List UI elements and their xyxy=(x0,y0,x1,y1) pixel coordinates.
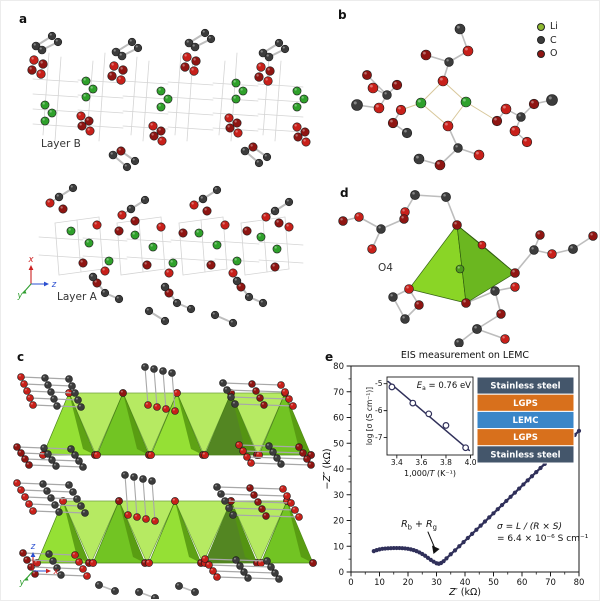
atom-comb xyxy=(213,483,303,521)
legend-label-o: O xyxy=(550,48,558,59)
panel-label-b: b xyxy=(338,8,347,22)
inset-x-axis-label: 1,000/T (K⁻¹) xyxy=(404,469,456,478)
eis-y-axis-label: −Z″ (kΩ) xyxy=(322,448,333,489)
legend-item-c: C xyxy=(537,34,558,46)
atom-fence xyxy=(141,363,179,415)
atom-comb xyxy=(201,555,283,583)
panel-label-c: c xyxy=(17,350,25,364)
inset-y-tick: -5 xyxy=(375,379,383,388)
x-tick-label: 40 xyxy=(460,578,471,588)
layer-b-label: Layer B xyxy=(41,138,81,150)
y-tick-label: 0 xyxy=(339,568,344,578)
layer-b-structure xyxy=(27,28,311,172)
rb-rg-label: Rb + Rg xyxy=(401,519,437,532)
atom-fence xyxy=(121,471,159,525)
axis-up-label: x xyxy=(27,255,34,265)
lithium-atom-icon xyxy=(537,22,545,31)
y-tick-label: 50 xyxy=(333,439,344,449)
atom-comb xyxy=(17,373,85,411)
arrhenius-inset: 3.4 3.6 3.8 4.0 -5 -6 -7 Ea = 0.76 eV 1,000/T (K… xyxy=(365,376,477,478)
x-tick-label: 0 xyxy=(348,578,353,588)
y-tick-label: 70 xyxy=(333,388,344,398)
atom-comb xyxy=(13,479,89,517)
panel-a-crystal-structure: x z y xyxy=(16,28,311,328)
axis-right-label: x xyxy=(52,567,59,577)
axis-right-label: z xyxy=(51,280,57,290)
o4-site-label: O4 xyxy=(378,262,393,274)
li2-dimer-cluster xyxy=(351,23,558,171)
y-tick-label: 80 xyxy=(333,362,344,372)
atom-legend: Li C O xyxy=(537,22,558,59)
atom-comb xyxy=(235,441,315,469)
inset-x-tick: 3.6 xyxy=(415,458,427,467)
y-tick-label: 30 xyxy=(333,491,344,501)
panel-label-a: a xyxy=(19,12,28,26)
stack-layer-label: Stainless steel xyxy=(490,382,560,392)
inset-x-tick: 4.0 xyxy=(465,458,477,467)
inset-y-tick: -6 xyxy=(375,406,383,415)
inset-y-tick: -7 xyxy=(375,433,383,442)
axis-gizmo-c: z x y xyxy=(18,542,59,588)
legend-item-li: Li xyxy=(537,22,558,32)
inset-y-axis-label: log [σ (S cm⁻¹)] xyxy=(365,387,374,445)
legend-label-li: Li xyxy=(550,21,558,32)
inset-x-tick: 3.4 xyxy=(391,458,403,467)
carbon-atom-icon xyxy=(537,36,545,45)
x-tick-label: 80 xyxy=(574,578,585,588)
y-tick-label: 20 xyxy=(333,517,344,527)
layered-polyhedra-structure xyxy=(13,363,317,599)
panel-label-e: e xyxy=(325,350,334,364)
rb-rg-annotation: Rb + Rg xyxy=(401,519,440,554)
eis-title: EIS measurement on LEMC xyxy=(401,350,529,361)
axis-up-label: z xyxy=(30,542,36,552)
stack-layer-label: LEMC xyxy=(513,416,539,426)
stack-layer-label: LGPS xyxy=(513,399,538,409)
axis-diag-label: y xyxy=(16,291,23,301)
cell-stack-inset: Stainless steel LGPS LEMC LGPS Stainless ste… xyxy=(476,376,575,464)
o4-coordination-structure xyxy=(338,190,598,347)
eis-x-axis-label: Z′ (kΩ) xyxy=(448,587,481,598)
activation-energy-label: Ea = 0.76 eV xyxy=(417,381,471,392)
stack-layer-stainless-steel xyxy=(476,445,575,464)
x-tick-label: 10 xyxy=(374,578,385,588)
legend-label-c: C xyxy=(550,34,557,46)
axis-gizmo-a: x z y xyxy=(16,255,56,301)
panel-b-molecular-cluster xyxy=(351,23,558,171)
atom-comb xyxy=(219,379,297,410)
x-tick-label: 30 xyxy=(431,578,442,588)
y-tick-label: 60 xyxy=(333,414,344,424)
oxygen-atom-icon xyxy=(537,49,545,58)
eis-curve xyxy=(371,428,582,566)
layer-a-structure xyxy=(45,183,294,328)
sigma-value: = 6.4 × 10⁻⁶ S cm⁻¹ xyxy=(497,534,589,544)
panel-e-eis-chart: 0 10 20 30 40 50 60 70 80 0 10 20 30 40 50 60 70 80 EIS me… xyxy=(322,350,589,598)
sigma-formula: σ = L / (R × S) xyxy=(497,522,562,532)
x-tick-label: 70 xyxy=(545,578,556,588)
x-tick-label: 50 xyxy=(488,578,499,588)
conductivity-annotation: σ = L / (R × S) = 6.4 × 10⁻⁶ S cm⁻¹ xyxy=(497,522,589,544)
panel-c-layered-structure: z x y xyxy=(13,363,317,599)
y-tick-label: 40 xyxy=(333,465,344,475)
inset-x-tick: 3.8 xyxy=(440,458,452,467)
atom-comb xyxy=(19,549,91,580)
stack-layer-label: LGPS xyxy=(513,433,538,443)
layer-a-label: Layer A xyxy=(57,291,97,303)
eis-axis-ticks: 0 10 20 30 40 50 60 70 80 0 10 20 30 40 50 60 70 80 xyxy=(333,362,584,588)
x-tick-label: 60 xyxy=(517,578,528,588)
atom-comb xyxy=(13,443,87,471)
panel-d-polyhedron-structure xyxy=(338,190,598,347)
panel-label-d: d xyxy=(340,186,349,200)
stack-layer-label: Stainless steel xyxy=(490,450,560,460)
axis-diag-label: y xyxy=(18,578,25,588)
x-tick-label: 20 xyxy=(403,578,414,588)
legend-item-o: O xyxy=(537,49,558,59)
y-tick-label: 10 xyxy=(333,542,344,552)
